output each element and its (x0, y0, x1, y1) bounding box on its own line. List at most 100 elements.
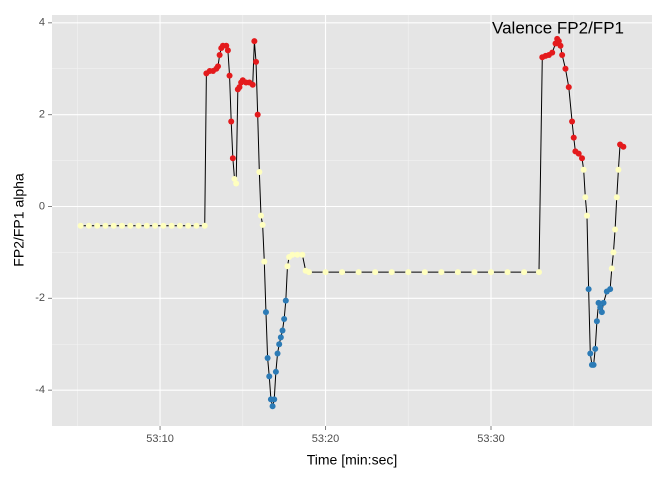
y-axis-label: FP2/FP1 alpha (11, 173, 27, 267)
point (607, 286, 614, 293)
panel (52, 15, 652, 426)
point (580, 166, 587, 173)
point (620, 143, 627, 150)
point (569, 118, 576, 125)
point (193, 222, 200, 229)
point (559, 51, 566, 58)
point (570, 134, 577, 141)
point (143, 222, 150, 229)
point (276, 341, 283, 348)
point (590, 361, 597, 368)
y-tick-label: 0 (39, 200, 45, 212)
y-tick-label: -2 (35, 292, 45, 304)
x-tick-label: 53:10 (146, 433, 174, 445)
point (229, 155, 236, 162)
chart-title: Valence FP2/FP1 (492, 18, 624, 37)
point (274, 350, 281, 357)
point (613, 194, 620, 201)
point (592, 345, 599, 352)
point (597, 304, 604, 311)
y-tick-label: -4 (35, 384, 45, 396)
point (600, 299, 607, 306)
point (583, 212, 590, 219)
point (593, 318, 600, 325)
point (322, 269, 329, 276)
point (610, 249, 617, 256)
point (231, 175, 238, 182)
x-axis-label: Time [min:sec] (307, 452, 398, 468)
point (294, 251, 301, 258)
point (256, 169, 263, 176)
point (277, 334, 284, 341)
point (259, 221, 266, 228)
point (284, 263, 291, 270)
point (608, 265, 615, 272)
point (595, 299, 602, 306)
point (262, 309, 269, 316)
point (261, 258, 268, 265)
point (135, 222, 142, 229)
point (454, 269, 461, 276)
point (254, 111, 261, 118)
point (388, 269, 395, 276)
point (224, 47, 231, 54)
point (118, 222, 125, 229)
point (281, 316, 288, 323)
y-tick-label: 2 (39, 109, 45, 121)
point (269, 403, 276, 410)
point (289, 251, 296, 258)
point (557, 42, 564, 49)
point (355, 269, 362, 276)
point (305, 269, 312, 276)
point (253, 58, 260, 65)
point (94, 222, 101, 229)
point (562, 65, 569, 72)
point (233, 180, 240, 187)
point (257, 212, 264, 219)
y-tick-label: 4 (39, 17, 45, 29)
point (251, 38, 258, 45)
point (575, 150, 582, 157)
marks (77, 35, 627, 410)
point (471, 269, 478, 276)
point (152, 222, 159, 229)
point (615, 166, 622, 173)
point (271, 396, 278, 403)
point (421, 269, 428, 276)
point (266, 373, 273, 380)
point (504, 269, 511, 276)
point (299, 251, 306, 258)
point (201, 222, 208, 229)
point (176, 222, 183, 229)
point (160, 222, 167, 229)
point (555, 38, 562, 45)
point (405, 269, 412, 276)
point (77, 222, 84, 229)
point (214, 63, 221, 70)
point (226, 72, 233, 79)
point (521, 269, 528, 276)
point (110, 222, 117, 229)
point (582, 194, 589, 201)
point (102, 222, 109, 229)
point (339, 269, 346, 276)
point (249, 81, 256, 88)
point (264, 355, 271, 362)
point (279, 327, 286, 334)
point (585, 286, 592, 293)
point (236, 84, 243, 91)
x-tick-label: 53:20 (312, 433, 340, 445)
point (549, 49, 556, 56)
point (487, 269, 494, 276)
point (282, 297, 289, 304)
point (587, 350, 594, 357)
point (565, 84, 572, 91)
point (127, 222, 134, 229)
point (372, 269, 379, 276)
point (612, 226, 619, 233)
point (223, 42, 230, 49)
x-tick-label: 53:30 (477, 433, 505, 445)
point (168, 222, 175, 229)
point (216, 51, 223, 58)
